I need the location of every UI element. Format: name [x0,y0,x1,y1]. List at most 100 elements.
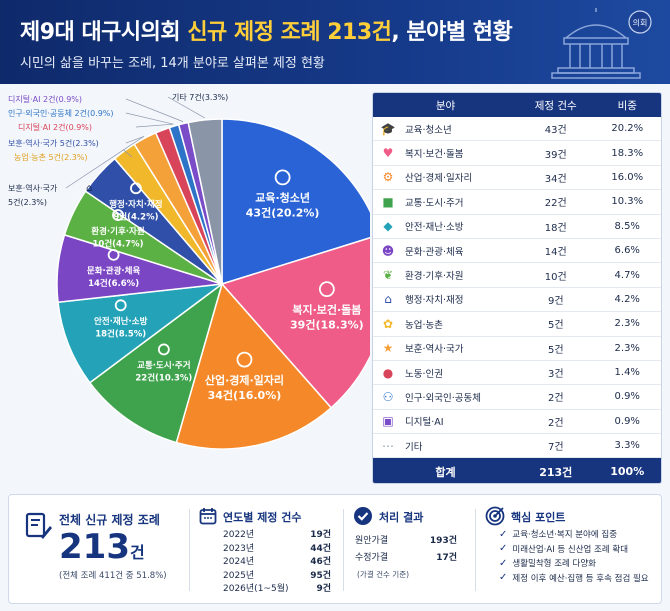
row-category-name: 디지털·AI [405,417,444,429]
pie-slice [221,118,370,286]
footer-count: 213건 [539,465,573,479]
leader-line [125,136,145,144]
point-text: 생활밀착형 조례 다양화 [512,559,596,570]
row-category-name: 인구·외국인·공동체 [405,392,481,404]
total-section: 전체 신규 제정 조례 213건 (전체 조례 411건 중 51.8%) [19,495,189,605]
row-category-name: 보훈·역사·국가 [405,344,464,356]
row-category: ■ 교통·도시·주거 [373,193,518,211]
bus-icon [157,343,170,356]
slice-name-label: 행정·자치·재정 [109,199,162,210]
row-count: 39건 [544,149,567,161]
leader-line [125,112,174,125]
yearly-year: 2023년 [223,543,255,554]
divider [343,509,344,591]
result-value: 17건 [436,553,457,563]
row-count: 5건 [547,320,564,332]
row-category-name: 교육·청소년 [405,124,452,136]
building-icon [130,182,142,195]
row-share: 3.3% [614,440,640,452]
slice-name-label: 문화·관광·체육 [87,266,141,277]
row-category: ▣ 디지털·AI [373,412,518,430]
slice-name-label: 산업·경제·일자리 [205,373,284,387]
slice-value-label: 18건(8.5%) [95,328,146,339]
yearly-year: 2022년 [223,530,255,541]
table-row: ☻ 문화·관광·체육 14건 6.6% [373,239,661,264]
table-row: ⚙ 산업·경제·일자리 34건 16.0% [373,166,661,191]
calendar-icon [199,508,217,525]
point-text: 교육·청소년·복지 분야에 집중 [512,530,618,541]
total-note: (전체 조례 411건 중 51.8%) [59,571,167,581]
outside-slice-label: 인구·외국인·공동체 2건(0.9%) [8,108,114,118]
divider [189,509,190,591]
pie-slice [175,282,333,450]
point-item: ✓ 미래산업·AI 등 신산업 조례 확대 [499,542,659,557]
leader-line [125,98,184,122]
total-unit: 건 [129,543,145,562]
building-icon: ⌂ [384,292,392,307]
row-category: ☻ 문화·관광·체육 [373,242,518,260]
yearly-row: 2024년 46건 [223,554,333,568]
row-share: 8.5% [614,220,640,232]
slice-name-label: 교통·도시·주거 [137,360,190,371]
bus-icon: ■ [382,194,394,209]
row-category: ⚙ 산업·경제·일자리 [373,168,518,186]
header-share: 비중 [617,99,637,112]
result-row: 원안가결 193건 [355,531,465,548]
result-note: (가결 건수 기준) [357,570,410,579]
result-value: 193건 [429,536,457,546]
row-share: 20.2% [611,123,644,135]
leaf-icon: ❦ [382,268,394,283]
row-category-name: 산업·경제·일자리 [405,173,473,185]
yearly-count: 44건 [310,543,331,554]
row-category-name: 환경·기후·자원 [405,271,464,283]
outside-slice-label: 보훈·역사·국가 5건(2.3%) [8,138,99,148]
yearly-row: 2025년 95건 [223,568,333,582]
yearly-year: 2025년 [223,570,255,581]
row-share: 4.2% [614,293,640,305]
mask-icon [107,248,120,261]
table-row: ⋯ 기타 7건 3.3% [373,434,661,459]
seal-text: 의회 [633,18,648,28]
person-icon: ● [382,365,394,380]
outside-slice-label: 5건(2.3%) [8,197,47,207]
yearly-count: 9건 [316,584,331,595]
result-title: 처리 결과 [379,511,424,524]
slice-value-label: 22건(10.3%) [135,373,192,384]
table-row: ▣ 디지털·AI 2건 0.9% [373,410,661,435]
row-category: ◆ 안전·재난·소방 [373,217,518,235]
slice-name-label: 교육·청소년 [255,191,310,205]
row-share: 18.3% [611,147,644,159]
pie-slice [88,282,224,444]
table-row: ⚇ 인구·외국인·공동체 2건 0.9% [373,385,661,410]
outside-slice-label: 디지털·AI 2건(0.9%) [8,94,82,104]
slice-value-label: 9건(4.2%) [113,211,158,222]
row-category: ❦ 환경·기후·자원 [373,266,518,284]
row-share: 1.4% [614,367,640,379]
result-label: 수정가결 [355,553,389,563]
council-building-icon: 의회 [551,8,652,79]
result-label: 원안가결 [355,536,389,546]
table-row: ✿ 농업·농촌 5건 2.3% [373,312,661,337]
heart-hand-icon: ♥ [382,146,394,161]
total-value: 213건 [59,527,145,567]
row-count: 5건 [547,344,564,356]
star-shield-icon: ★ [382,341,394,356]
slice-value-label: 39건(18.3%) [290,317,364,331]
gear-icon: ⚙ [382,170,394,185]
shield-icon [114,299,127,312]
table-row: ⌂ 행정·자치·재정 9건 4.2% [373,288,661,313]
row-category: ⋯ 기타 [373,437,518,455]
point-item: ✓ 교육·청소년·복지 분야에 집중 [499,527,659,542]
row-share: 4.7% [614,269,640,281]
row-count: 3건 [547,369,564,381]
table-row: ■ 교통·도시·주거 22건 10.3% [373,190,661,215]
slice-value-label: 43건(20.2%) [246,206,320,220]
dots-icon: ⋯ [382,438,394,453]
